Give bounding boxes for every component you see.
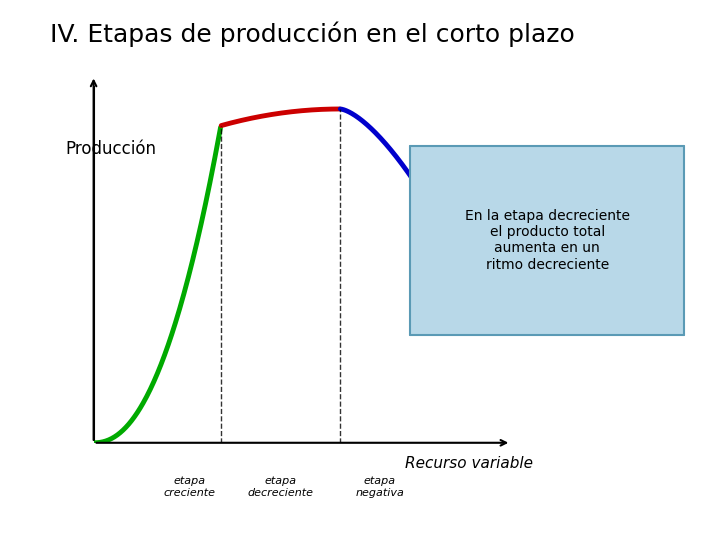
Text: IV. Etapas de producción en el corto plazo: IV. Etapas de producción en el corto pla… — [50, 22, 575, 47]
Text: etapa
creciente: etapa creciente — [163, 476, 215, 498]
Text: Recurso variable: Recurso variable — [405, 456, 533, 471]
Text: etapa
decreciente: etapa decreciente — [248, 476, 313, 498]
Text: En la etapa decreciente
el producto total
aumenta en un
ritmo decreciente: En la etapa decreciente el producto tota… — [464, 209, 630, 272]
Text: Producción: Producción — [66, 140, 157, 158]
Text: etapa
negativa: etapa negativa — [356, 476, 405, 498]
